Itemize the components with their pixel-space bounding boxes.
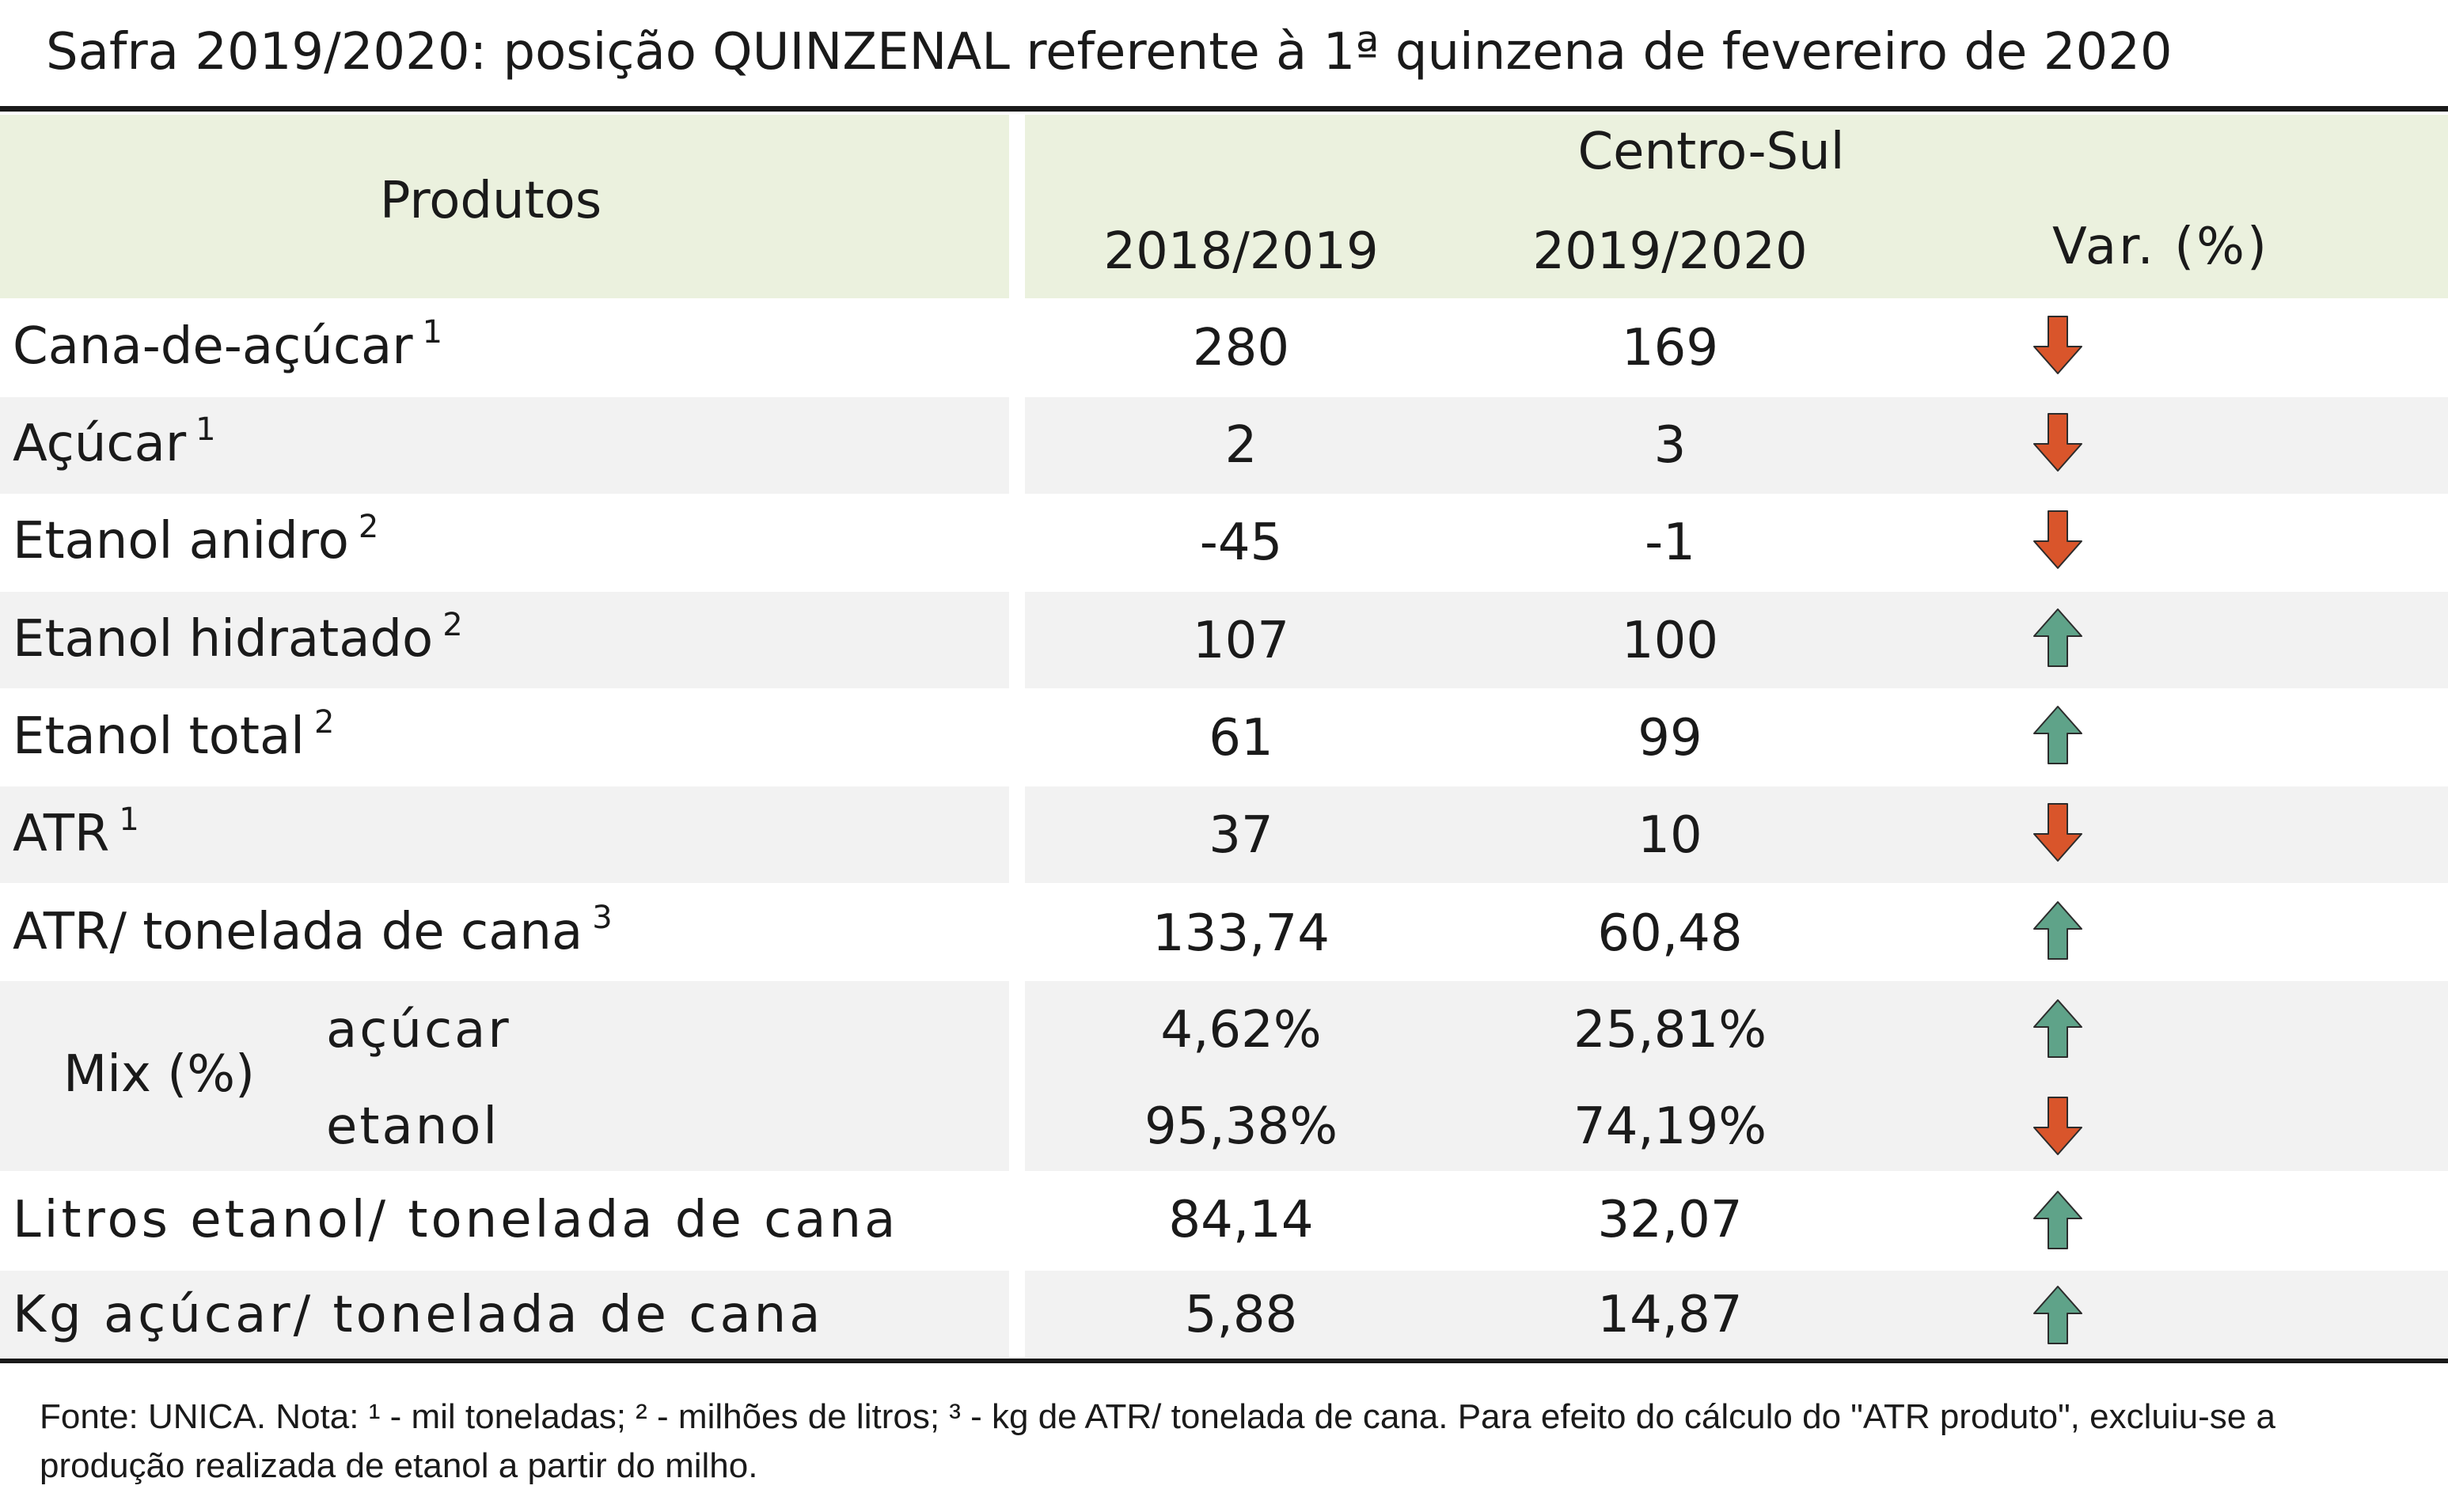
row-band xyxy=(0,786,1009,883)
row-band-mix xyxy=(1025,981,2448,1171)
bottom-rule xyxy=(0,1359,2448,1363)
row-label: Etanol anidro 2 xyxy=(13,509,379,570)
row-value-2018-2019: 2 xyxy=(1224,416,1258,475)
row-value-2018-2019: 84,14 xyxy=(1168,1191,1314,1249)
row-value-2019-2020: 14,87 xyxy=(1597,1286,1743,1344)
row-value-2018-2019: 61 xyxy=(1209,709,1273,767)
mix-acucar-2019-2020: 25,81% xyxy=(1573,1001,1767,1059)
row-band xyxy=(0,1271,1009,1358)
row-value-2019-2020: 169 xyxy=(1621,319,1719,377)
row-value-2018-2019: 107 xyxy=(1192,612,1290,670)
header-col-2018-2019: 2018/2019 xyxy=(1103,222,1379,281)
row-value-2019-2020: 100 xyxy=(1621,612,1719,670)
trend-arrow-icon xyxy=(2032,1096,2083,1156)
row-label: ATR 1 xyxy=(13,801,139,863)
row-label: Litros etanol/ tonelada de cana xyxy=(13,1191,899,1249)
row-value-2018-2019: 133,74 xyxy=(1152,904,1330,963)
table-title: Safra 2019/2020: posição QUINZENAL refer… xyxy=(46,23,2173,81)
trend-arrow-icon xyxy=(2032,999,2083,1059)
trend-arrow-icon xyxy=(2032,1190,2083,1250)
mix-label: Mix (%) xyxy=(63,1045,255,1104)
trend-arrow-icon xyxy=(2032,412,2083,472)
row-band xyxy=(1025,1271,2448,1358)
row-value-2018-2019: 37 xyxy=(1209,806,1273,865)
row-value-2018-2019: -45 xyxy=(1199,513,1283,572)
header-cell-products xyxy=(0,115,1009,298)
row-band xyxy=(0,592,1009,688)
mix-acucar-2018-2019: 4,62% xyxy=(1160,1001,1322,1059)
row-label: Kg açúcar/ tonelada de cana xyxy=(13,1286,824,1344)
row-band xyxy=(0,397,1009,494)
row-value-2019-2020: -1 xyxy=(1645,513,1695,572)
row-value-2019-2020: 99 xyxy=(1638,709,1702,767)
header-region: Centro-Sul xyxy=(1577,123,1845,181)
trend-arrow-icon xyxy=(2032,315,2083,375)
row-label: Etanol hidratado 2 xyxy=(13,607,463,669)
row-value-2019-2020: 3 xyxy=(1653,416,1687,475)
trend-arrow-icon xyxy=(2032,802,2083,862)
row-value-2019-2020: 32,07 xyxy=(1597,1191,1743,1249)
trend-arrow-icon xyxy=(2032,900,2083,961)
mix-etanol-2019-2020: 74,19% xyxy=(1573,1097,1767,1156)
trend-arrow-icon xyxy=(2032,608,2083,668)
header-cell-centro-sul xyxy=(1025,115,2448,298)
row-value-2019-2020: 10 xyxy=(1638,806,1702,865)
row-band xyxy=(1025,592,2448,688)
row-band xyxy=(1025,786,2448,883)
row-label: Açúcar 1 xyxy=(13,411,216,473)
row-band xyxy=(1025,397,2448,494)
trend-arrow-icon xyxy=(2032,510,2083,570)
row-label: Cana-de-açúcar 1 xyxy=(13,314,443,376)
trend-arrow-icon xyxy=(2032,1285,2083,1345)
mix-etanol-label: etanol xyxy=(326,1097,500,1156)
row-label: ATR/ tonelada de cana 3 xyxy=(13,900,613,961)
footnote: Fonte: UNICA. Nota: ¹ - mil toneladas; ²… xyxy=(40,1397,2275,1485)
mix-etanol-2018-2019: 95,38% xyxy=(1144,1097,1338,1156)
header-products: Produtos xyxy=(379,172,602,230)
top-rule xyxy=(0,106,2448,112)
row-value-2018-2019: 280 xyxy=(1192,319,1290,377)
mix-acucar-label: açúcar xyxy=(326,1001,511,1059)
header-col-var: Var. (%) xyxy=(2052,218,2269,276)
row-label: Etanol total 2 xyxy=(13,704,335,766)
row-value-2019-2020: 60,48 xyxy=(1597,904,1743,963)
row-band-mix xyxy=(0,981,1009,1171)
row-value-2018-2019: 5,88 xyxy=(1184,1286,1298,1344)
trend-arrow-icon xyxy=(2032,705,2083,765)
header-col-2019-2020: 2019/2020 xyxy=(1532,222,1808,281)
